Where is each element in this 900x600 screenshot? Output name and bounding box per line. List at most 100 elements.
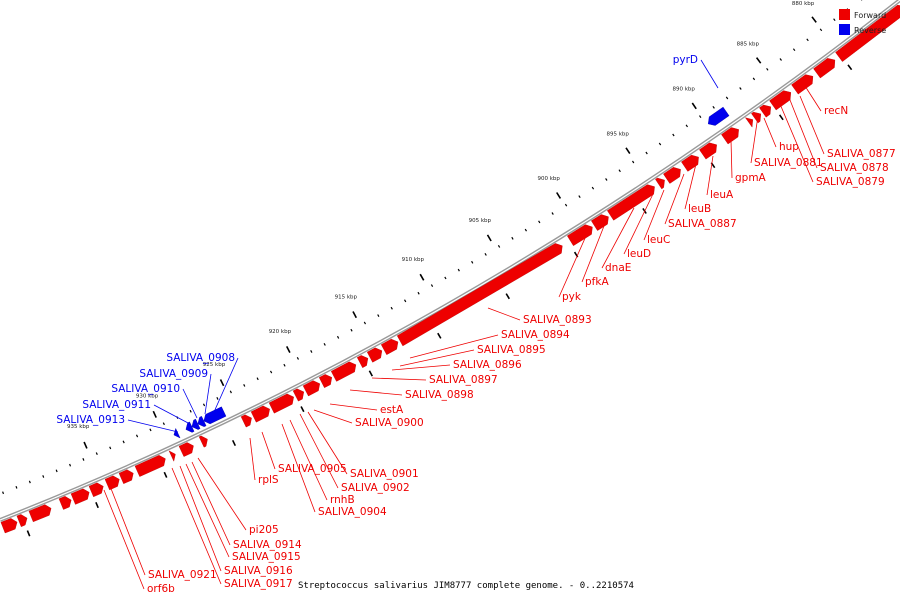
gene-leader-line — [261, 431, 276, 470]
forward-gene-arrow — [240, 414, 252, 428]
gene-label: SALIVA_0908 — [166, 352, 235, 364]
gene-leader-line — [789, 99, 818, 169]
forward-gene-arrow — [744, 117, 754, 128]
minor-tick — [631, 160, 635, 164]
kbp-tick-label: 935 kbp — [67, 424, 90, 430]
minor-tick — [350, 328, 353, 332]
gene-leader-line — [399, 349, 475, 367]
gene-label: orf6b — [147, 583, 175, 595]
kbp-tick-label: 925 kbp — [203, 362, 226, 368]
gene-leader-line — [179, 465, 222, 572]
minor-tick — [243, 384, 246, 387]
gene-label: SALIVA_0881 — [754, 157, 823, 169]
minor-tick — [69, 463, 72, 467]
gene-label: SALIVA_0904 — [318, 506, 387, 518]
forward-gene-arrow — [835, 4, 900, 62]
kbp-tick-label: 915 kbp — [335, 294, 358, 300]
kbp-tick-label: 930 kbp — [136, 394, 159, 400]
minor-tick — [323, 343, 326, 346]
gene-label: pi205 — [249, 524, 279, 536]
legend-forward-swatch — [839, 9, 850, 20]
minor-tick — [685, 124, 688, 128]
gene-leader-line — [313, 409, 353, 424]
legend-reverse-swatch — [839, 24, 850, 35]
forward-gene-arrow — [591, 214, 609, 231]
kbp-tick — [691, 102, 697, 110]
gene-label: leuD — [627, 248, 651, 260]
forward-gene-arrow — [70, 488, 90, 505]
kbp-tick — [83, 441, 88, 449]
forward-gene-arrow — [759, 104, 772, 118]
forward-gene-arrow — [0, 518, 18, 534]
gene-leader-line — [581, 225, 605, 283]
forward-gene-arrow — [302, 380, 321, 397]
forward-gene-arrow — [330, 361, 357, 382]
gene-leader-line — [601, 207, 635, 269]
minor-tick — [95, 452, 98, 456]
gene-leader-line — [706, 155, 714, 196]
gene-label: SALIVA_0887 — [668, 218, 737, 230]
minor-tick — [457, 268, 460, 272]
minor-tick — [2, 491, 5, 495]
gene-label: hup — [779, 141, 799, 153]
gene-label: SALIVA_0914 — [233, 539, 302, 551]
forward-gene-arrow — [268, 393, 294, 414]
gene-label: SALIVA_0910 — [111, 383, 180, 395]
minor-tick — [216, 397, 219, 400]
gene-leader-line — [409, 334, 499, 359]
minor-tick — [189, 409, 192, 413]
minor-tick — [699, 115, 702, 119]
minor-tick — [578, 195, 581, 199]
forward-gene-arrow — [663, 167, 681, 184]
gene-label: SALIVA_0893 — [523, 314, 592, 326]
minor-tick — [564, 203, 568, 207]
minor-tick — [122, 440, 125, 444]
minor-tick — [336, 335, 340, 339]
forward-gene-arrow — [813, 58, 836, 79]
gene-label: estA — [380, 404, 404, 416]
inner-tick — [95, 501, 99, 509]
gene-leader-line — [249, 437, 256, 481]
minor-tick — [806, 38, 809, 42]
gene-leader-line — [371, 377, 427, 381]
minor-tick — [672, 133, 675, 137]
gene-label: SALIVA_0902 — [341, 482, 410, 494]
minor-tick — [269, 370, 273, 374]
minor-tick — [229, 390, 232, 394]
inner-tick — [300, 406, 305, 413]
gene-label: SALIVA_0911 — [82, 399, 151, 411]
gene-leader-line — [730, 139, 733, 179]
gene-label: rplS — [258, 474, 279, 486]
forward-gene-arrow — [168, 450, 176, 462]
inner-tick — [26, 530, 31, 537]
gene-leader-line — [103, 489, 145, 590]
gene-label: gpmA — [735, 172, 767, 184]
forward-gene-arrow — [366, 347, 383, 363]
backbone-outer — [0, 0, 900, 522]
gene-leader-line — [213, 357, 239, 413]
inner-tick — [778, 114, 784, 121]
gene-label: SALIVA_0898 — [405, 389, 474, 401]
minor-tick — [605, 178, 608, 181]
forward-gene-arrow — [607, 184, 655, 221]
minor-tick — [256, 377, 259, 381]
minor-tick — [82, 458, 85, 461]
gene-leader-line — [643, 189, 665, 241]
inner-tick — [163, 471, 168, 478]
forward-gene-arrow — [380, 338, 399, 355]
forward-gene-arrow — [681, 154, 699, 172]
forward-gene-arrow — [292, 388, 305, 402]
minor-tick — [497, 244, 501, 248]
forward-gene-arrow — [699, 142, 717, 160]
gene-label: recN — [824, 105, 848, 117]
forward-gene-arrow — [396, 243, 563, 347]
forward-gene-arrow — [134, 455, 166, 477]
gene-leader-line — [191, 461, 231, 546]
gene-leader-line — [750, 115, 759, 164]
kbp-tick — [625, 147, 631, 155]
gene-label: SALIVA_0917 — [224, 578, 293, 590]
minor-tick — [819, 28, 823, 32]
kbp-tick — [285, 346, 291, 353]
gene-leader-line — [799, 95, 825, 155]
backbone-inner — [0, 0, 900, 520]
